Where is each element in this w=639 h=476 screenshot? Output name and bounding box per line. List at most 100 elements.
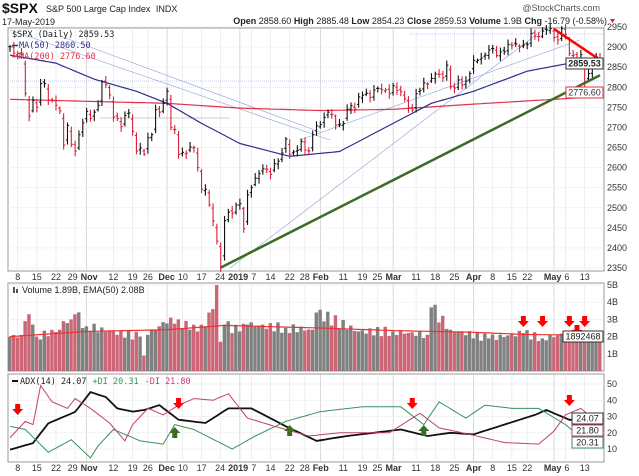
- price-bar: [196, 147, 200, 172]
- price-tick-label: 2600: [607, 163, 627, 173]
- price-bar: [548, 24, 552, 34]
- high-label: High: [294, 16, 314, 26]
- price-bar: [494, 45, 499, 58]
- trendlines: [220, 27, 601, 269]
- price-bar: [383, 88, 388, 94]
- volume-bar: [333, 315, 338, 371]
- price-bar: [268, 167, 273, 180]
- price-bar: [50, 97, 54, 103]
- x-tick-label: Nov: [81, 272, 98, 282]
- price-bar: [108, 85, 112, 100]
- volume-bar: [441, 315, 445, 371]
- price-bar: [265, 164, 269, 174]
- chg-value: -16.79 (-0.58%): [544, 16, 607, 26]
- volume-bar: [103, 331, 108, 371]
- volume-tick-label: 2B: [607, 332, 618, 342]
- price-bar: [276, 158, 280, 170]
- price-bar: [556, 31, 560, 45]
- price-bar: [341, 120, 345, 131]
- volume-bar: [115, 334, 119, 371]
- volume-bar: [498, 334, 502, 371]
- volume-bar: [322, 321, 326, 371]
- volume-bar: [571, 336, 575, 371]
- price-tick-label: 2650: [607, 143, 627, 153]
- adx-sell-arrow-icon: [406, 398, 418, 409]
- channel-line: [299, 39, 581, 141]
- volume-bar: [544, 340, 548, 371]
- x-tick-label: 11: [411, 463, 420, 473]
- volume-bar: [54, 332, 58, 371]
- x-tick-label: 11: [339, 272, 348, 282]
- x-tick-label: 10: [178, 463, 188, 473]
- price-bar: [81, 118, 85, 138]
- price-bar: [468, 71, 472, 84]
- volume-bar: [486, 338, 491, 371]
- legend-volume: Volume 1.89B, EMA(50) 2.08B: [22, 285, 145, 295]
- price-bar: [437, 69, 441, 78]
- volume-badge: 1892468: [565, 332, 600, 342]
- volume-bar: [80, 328, 85, 371]
- price-bar: [215, 223, 219, 245]
- price-bar: [357, 92, 361, 108]
- volume-bars: [8, 285, 602, 371]
- price-bar: [77, 130, 81, 151]
- x-tick-label: 24: [215, 272, 225, 282]
- price-bar: [498, 47, 502, 62]
- adx-tick-label: 30: [607, 412, 617, 422]
- price-badge-box: [565, 57, 604, 70]
- volume-bar: [387, 335, 391, 371]
- price-bar: [360, 91, 365, 104]
- chart-date: 17-May-2019: [2, 17, 55, 27]
- volume-bar: [46, 336, 50, 371]
- price-bar: [119, 117, 123, 132]
- volume-bar: [479, 340, 483, 371]
- volume-bar: [402, 333, 407, 371]
- x-tick-label: 22: [522, 463, 532, 473]
- volume-bar: [283, 328, 288, 371]
- volume-bar: [345, 329, 349, 371]
- volume-bar: [77, 312, 81, 371]
- trend-channel-lines: [9, 27, 604, 269]
- volume-bar: [272, 331, 276, 371]
- x-tick-label: 19: [357, 272, 367, 282]
- price-tick-label: 2700: [607, 122, 627, 132]
- volume-bar: [391, 331, 395, 371]
- price-bar: [471, 55, 476, 74]
- volume-bar: [448, 329, 453, 371]
- price-bar: [299, 138, 303, 152]
- value-badges: 2859.53 2776.60 1892468 24.07 21.80 20.3…: [562, 57, 604, 449]
- price-bar: [207, 189, 211, 207]
- price-bar: [16, 50, 20, 60]
- x-tick-label: May: [544, 463, 562, 473]
- x-tick-label: 11: [339, 463, 348, 473]
- price-bar: [510, 42, 514, 50]
- volume-bar: [92, 323, 96, 371]
- price-bar: [54, 95, 58, 111]
- x-tick-label: 6: [564, 272, 569, 282]
- price-bar: [376, 86, 380, 93]
- open-value: 2858.60: [259, 16, 292, 26]
- volume-bar: [463, 335, 468, 371]
- price-bar: [456, 75, 460, 91]
- volume-label: Volume: [469, 16, 501, 26]
- price-bar: [100, 79, 104, 107]
- price-tick-label: 2350: [607, 263, 627, 273]
- pdi-badge: 20.31: [576, 438, 599, 448]
- volume-bar: [241, 323, 246, 371]
- price-legend: $SPX (Daily) 2859.53 MA(50) 2860.50 MA(2…: [12, 30, 114, 62]
- volume-bar: [11, 335, 16, 371]
- x-tick-label: Mar: [385, 272, 402, 282]
- adx-legend: ADX(14) 24.07 +DI 20.31 -DI 21.80: [12, 377, 191, 387]
- price-bar: [257, 170, 261, 184]
- price-bar: [330, 109, 334, 119]
- price-tick-label: 2850: [607, 62, 627, 72]
- price-bar: [311, 130, 315, 152]
- volume-tick-label: 1B: [607, 349, 618, 359]
- x-tick-label: 22: [522, 272, 532, 282]
- volume-bar: [191, 324, 196, 371]
- price-bar: [537, 31, 541, 42]
- triangle-down-icon: [610, 19, 615, 23]
- price-bar: [150, 132, 154, 142]
- price-bar: [395, 82, 399, 95]
- price-bar: [176, 131, 181, 159]
